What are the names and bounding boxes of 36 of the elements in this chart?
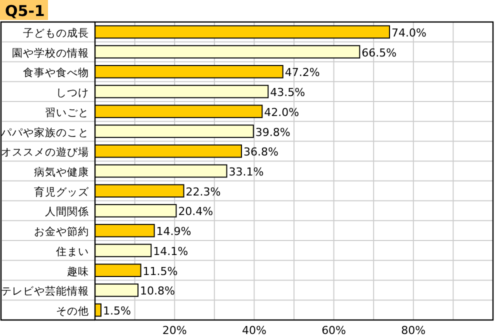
y-tick-label: 趣味	[67, 264, 89, 278]
y-tick-label: 習いごと	[45, 106, 89, 119]
data-label: 14.9%	[156, 225, 192, 238]
data-label: 42.0%	[264, 106, 300, 119]
y-tick-label: 住まい	[56, 246, 89, 258]
y-tick-label: テレビや芸能情報	[1, 284, 89, 298]
data-label: 36.8%	[243, 146, 278, 159]
data-label: 43.5%	[270, 86, 306, 100]
data-label: 10.8%	[140, 284, 175, 298]
y-tick-label: 病気や健康	[34, 166, 89, 178]
y-tick-label: 食事や食べ物	[23, 66, 89, 80]
y-tick-label: お金や節約	[34, 226, 89, 238]
chart-title: Q5-1	[5, 2, 45, 20]
y-tick-label: 育児グッズ	[34, 185, 90, 198]
title: Q5-1	[0, 0, 48, 20]
data-label: 66.5%	[362, 46, 397, 60]
data-label: 74.0%	[392, 26, 426, 40]
x-tick-label: 40%	[242, 324, 266, 336]
y-tick-label: 園や学校の情報	[12, 46, 89, 60]
data-label: 20.4%	[178, 205, 214, 218]
y-tick-label: 子どもの成長	[23, 26, 89, 40]
data-label: 47.2%	[284, 66, 320, 80]
y-tick-label: しつけ	[56, 87, 89, 100]
data-label: 39.8%	[255, 126, 290, 139]
data-label: 1.5%	[102, 304, 131, 318]
y-tick-label: その他	[56, 306, 89, 318]
data-label: 22.3%	[186, 185, 221, 198]
data-label: 33.1%	[228, 166, 264, 178]
x-tick-label: 20%	[162, 324, 187, 336]
y-tick-label: 人間関係	[45, 206, 89, 218]
x-tick-label: 60%	[322, 324, 346, 336]
y-tick-label: パパや家族のこと	[0, 126, 89, 139]
data-label: 11.5%	[142, 264, 178, 278]
y-tick-label: オススメの遊び場	[1, 146, 89, 159]
x-tick-label: 80%	[401, 324, 426, 336]
data-label: 14.1%	[153, 244, 188, 258]
